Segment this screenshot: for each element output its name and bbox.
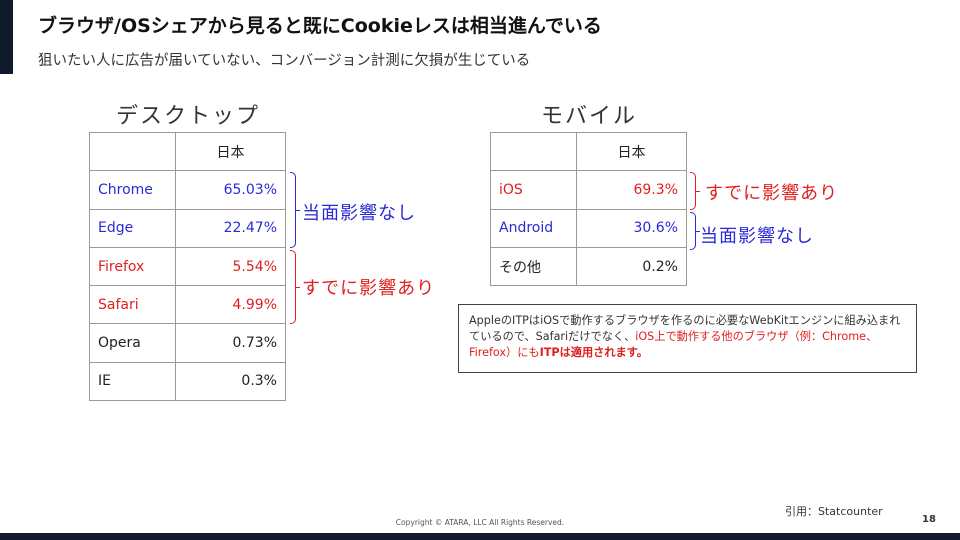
share-value: 0.2%	[576, 246, 687, 287]
copyright-notice: Copyright © ATARA, LLC All Rights Reserv…	[395, 518, 565, 527]
page-subtitle: 狙いたい人に広告が届いていない、コンバージョン計測に欠損が生じている	[38, 53, 531, 69]
mobile-heading: モバイル	[541, 104, 638, 129]
table-row: その他 0.2%	[490, 246, 687, 287]
os-label: Android	[490, 208, 577, 248]
table-row: Opera 0.73%	[89, 323, 286, 363]
share-value: 69.3%	[576, 170, 687, 210]
itp-note-box: AppleのITPはiOSで動作するブラウザを作るのに必要なWebKitエンジン…	[458, 304, 917, 373]
bracket-impacted	[290, 250, 300, 324]
note-period: 。	[636, 346, 648, 359]
footer-bar	[0, 533, 960, 540]
corner-accent	[0, 0, 13, 74]
note-highlight: iOS上で動作する他のブラウザ（例：Chrome、Firefox）にも	[469, 330, 878, 359]
table-row: Firefox 5.54%	[89, 246, 286, 287]
table-row: Chrome 65.03%	[89, 170, 286, 210]
browser-label: Safari	[89, 285, 176, 325]
bracket-no-impact	[290, 172, 300, 248]
share-value: 65.03%	[175, 170, 286, 210]
browser-label: Edge	[89, 208, 176, 248]
desktop-share-table: 日本 Chrome 65.03% Edge 22.47% Firefox 5.5…	[89, 131, 286, 402]
source-citation: 引用：Statcounter	[785, 505, 883, 518]
mobile-share-table: 日本 iOS 69.3% Android 30.6% その他 0.2%	[490, 131, 687, 287]
share-value: 0.3%	[175, 361, 286, 402]
label-ios-impacted: すでに影響あり	[705, 183, 839, 204]
label-android-no-impact: 当面影響なし	[700, 226, 814, 247]
table-row: Android 30.6%	[490, 208, 687, 248]
table-header-row: 日本	[490, 131, 687, 172]
browser-label: Opera	[89, 323, 176, 363]
table-row: Edge 22.47%	[89, 208, 286, 248]
note-text: AppleのITPはiOSで動作するブラウザを作るのに必要なWebKitエンジン…	[469, 314, 901, 343]
table-row: IE 0.3%	[89, 361, 286, 402]
bracket-android-no-impact	[690, 212, 700, 250]
share-value: 30.6%	[576, 208, 687, 248]
column-header: 日本	[576, 131, 687, 172]
page-number: 18	[922, 514, 936, 525]
browser-label: Firefox	[89, 246, 176, 287]
desktop-heading: デスクトップ	[116, 104, 261, 129]
os-label: iOS	[490, 170, 577, 210]
bracket-ios-impacted	[690, 172, 700, 210]
share-value: 4.99%	[175, 285, 286, 325]
share-value: 22.47%	[175, 208, 286, 248]
os-label: その他	[490, 246, 577, 287]
table-corner-cell	[490, 131, 577, 172]
page-title: ブラウザ/OSシェアから見ると既にCookieレスは相当進んでいる	[38, 15, 602, 37]
share-value: 5.54%	[175, 246, 286, 287]
table-corner-cell	[89, 131, 176, 172]
browser-label: IE	[89, 361, 176, 402]
note-emphasis: ITPは適用されます	[539, 346, 637, 359]
table-row: iOS 69.3%	[490, 170, 687, 210]
share-value: 0.73%	[175, 323, 286, 363]
table-row: Safari 4.99%	[89, 285, 286, 325]
column-header: 日本	[175, 131, 286, 172]
table-header-row: 日本	[89, 131, 286, 172]
label-impacted: すでに影響あり	[302, 278, 436, 299]
browser-label: Chrome	[89, 170, 176, 210]
label-no-impact: 当面影響なし	[302, 203, 416, 224]
